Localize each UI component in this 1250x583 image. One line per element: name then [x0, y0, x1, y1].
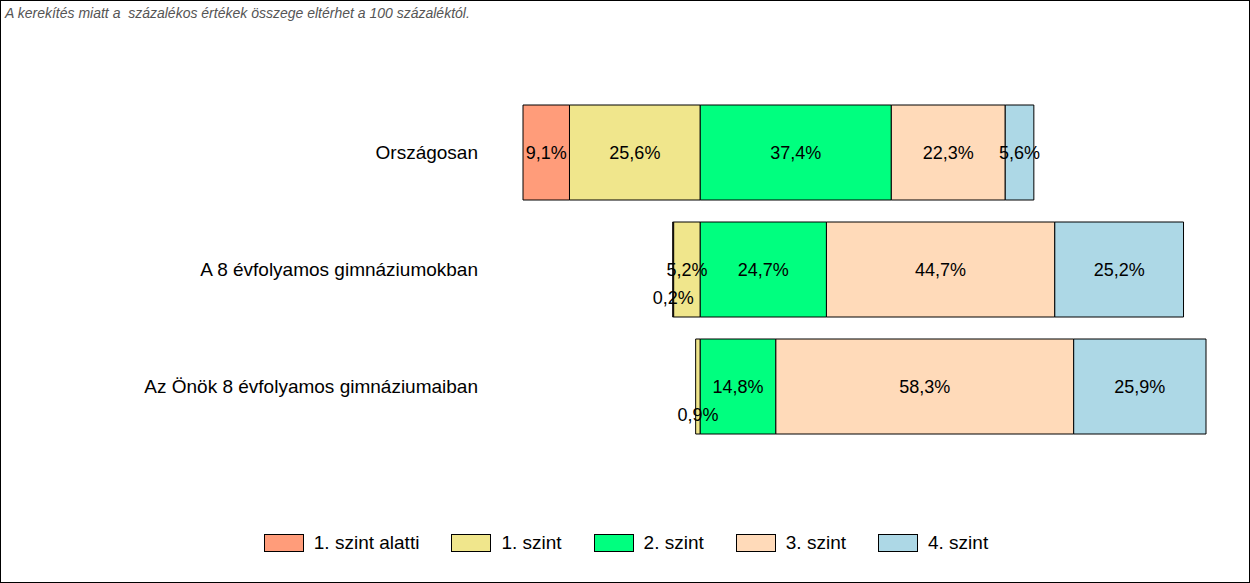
- svg-text:24,7%: 24,7%: [738, 260, 789, 280]
- svg-text:25,6%: 25,6%: [609, 143, 660, 163]
- svg-text:5,6%: 5,6%: [999, 143, 1040, 163]
- svg-text:58,3%: 58,3%: [899, 377, 950, 397]
- svg-text:9,1%: 9,1%: [526, 143, 567, 163]
- html-text:1. szint: 1. szint: [501, 532, 562, 553]
- svg-text:25,2%: 25,2%: [1094, 260, 1145, 280]
- svg-text:22,3%: 22,3%: [923, 143, 974, 163]
- svg-text:0,9%: 0,9%: [677, 405, 718, 425]
- svg-text:25,9%: 25,9%: [1114, 377, 1165, 397]
- html-text:2. szint: 2. szint: [643, 532, 704, 553]
- svg-text:44,7%: 44,7%: [915, 260, 966, 280]
- svg-text:0,2%: 0,2%: [653, 288, 694, 308]
- html-text:A kerekítés miatt a százalékos: A kerekítés miatt a százalékos értékek ö…: [5, 5, 470, 21]
- svg-text:Országosan: Országosan: [376, 142, 478, 163]
- html-text:1. szint alatti: 1. szint alatti: [313, 532, 420, 553]
- svg-text:Az Önök 8 évfolyamos gimnázium: Az Önök 8 évfolyamos gimnáziumaiban: [144, 376, 478, 397]
- html-text:4. szint: 4. szint: [928, 532, 989, 553]
- svg-text:A 8 évfolyamos gimnáziumokban: A 8 évfolyamos gimnáziumokban: [200, 259, 478, 280]
- svg-text:14,8%: 14,8%: [713, 377, 764, 397]
- svg-text:5,2%: 5,2%: [666, 260, 707, 280]
- html-text:3. szint: 3. szint: [785, 532, 846, 553]
- svg-text:37,4%: 37,4%: [770, 143, 821, 163]
